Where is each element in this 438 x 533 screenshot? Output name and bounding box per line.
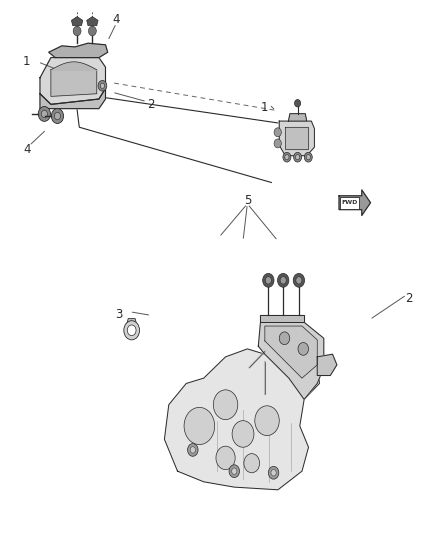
Polygon shape — [126, 319, 138, 335]
Circle shape — [283, 152, 291, 162]
Polygon shape — [258, 322, 324, 399]
Circle shape — [296, 277, 302, 284]
Polygon shape — [49, 43, 108, 58]
Circle shape — [41, 110, 47, 118]
Text: 5: 5 — [244, 193, 251, 207]
Circle shape — [279, 332, 290, 345]
Circle shape — [306, 155, 311, 160]
Polygon shape — [87, 17, 98, 26]
Circle shape — [278, 273, 289, 287]
Circle shape — [274, 128, 281, 137]
Text: 1: 1 — [23, 55, 31, 68]
Circle shape — [265, 277, 272, 284]
Circle shape — [271, 470, 276, 476]
Polygon shape — [51, 70, 97, 96]
Circle shape — [190, 447, 195, 453]
Polygon shape — [40, 58, 106, 104]
Circle shape — [294, 100, 300, 107]
Circle shape — [298, 343, 308, 356]
Circle shape — [296, 155, 300, 160]
Circle shape — [124, 321, 140, 340]
Circle shape — [268, 466, 279, 479]
Circle shape — [232, 421, 254, 447]
Text: 4: 4 — [113, 13, 120, 26]
Polygon shape — [279, 121, 314, 156]
Circle shape — [184, 407, 215, 445]
Circle shape — [304, 152, 312, 162]
Circle shape — [98, 80, 107, 91]
Circle shape — [73, 26, 81, 36]
Circle shape — [255, 406, 279, 435]
Circle shape — [229, 465, 240, 478]
Circle shape — [213, 390, 238, 419]
Circle shape — [293, 273, 304, 287]
Circle shape — [216, 446, 235, 470]
Polygon shape — [286, 127, 308, 149]
FancyBboxPatch shape — [339, 197, 359, 208]
Circle shape — [51, 109, 64, 124]
Circle shape — [38, 107, 50, 122]
Polygon shape — [265, 326, 317, 378]
Polygon shape — [261, 316, 304, 322]
Text: 2: 2 — [405, 292, 413, 305]
Text: 1: 1 — [261, 101, 268, 114]
Circle shape — [293, 152, 302, 162]
Circle shape — [100, 83, 105, 88]
Text: FWD: FWD — [341, 200, 357, 205]
Polygon shape — [339, 190, 371, 215]
Circle shape — [232, 468, 237, 474]
Circle shape — [187, 443, 198, 456]
Polygon shape — [164, 338, 319, 490]
Text: 4: 4 — [23, 143, 31, 156]
Circle shape — [274, 139, 281, 148]
Polygon shape — [40, 88, 106, 109]
Polygon shape — [71, 17, 83, 26]
Circle shape — [280, 277, 286, 284]
Circle shape — [127, 325, 136, 336]
Polygon shape — [288, 114, 307, 121]
Circle shape — [88, 26, 96, 36]
Text: 2: 2 — [148, 98, 155, 111]
Circle shape — [263, 273, 274, 287]
Circle shape — [54, 112, 60, 120]
Circle shape — [285, 155, 289, 160]
Polygon shape — [317, 354, 337, 375]
Circle shape — [244, 454, 260, 473]
Text: 3: 3 — [115, 308, 122, 321]
